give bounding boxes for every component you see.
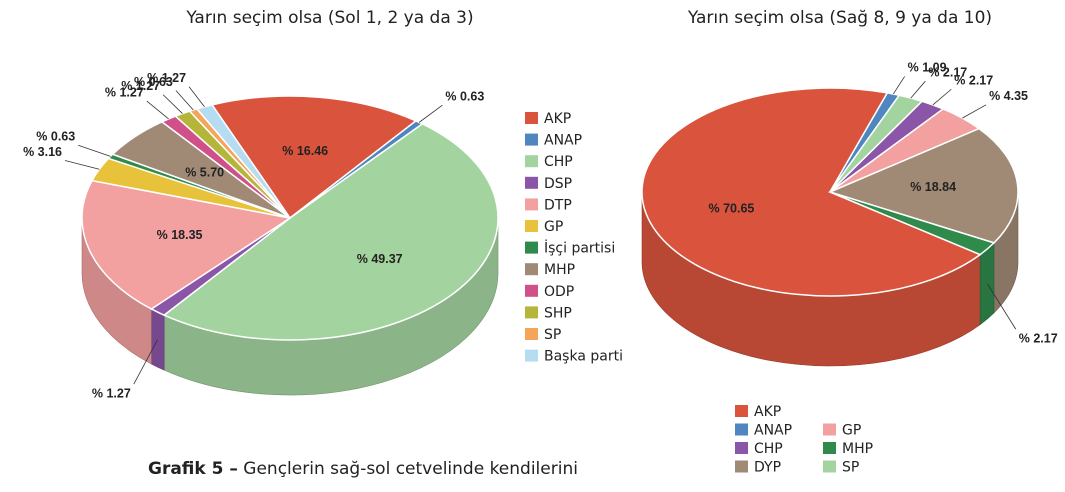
- legend-label: MHP: [842, 441, 873, 457]
- legend-label: SHP: [544, 305, 572, 321]
- pie-slice: [827, 127, 1019, 244]
- legend-label: ANAP: [754, 423, 792, 439]
- data-label: % 1.27: [92, 386, 131, 400]
- legend-swatch: [525, 263, 538, 276]
- pie-side: [151, 308, 165, 371]
- data-label: % 0.63: [36, 130, 75, 144]
- data-label: % 5.70: [185, 166, 224, 180]
- leader-line: [962, 104, 987, 119]
- legend-swatch: [823, 423, 836, 436]
- legend-label: CHP: [754, 441, 783, 457]
- data-label: % 0.63: [134, 75, 173, 89]
- pie-slice: [81, 179, 292, 310]
- data-label: % 2.17: [1019, 331, 1058, 345]
- leader-line: [418, 104, 443, 123]
- legend-swatch: [525, 198, 538, 211]
- leader-line: [188, 86, 205, 108]
- legend-swatch: [525, 220, 538, 232]
- caption-label: Grafik 5 –: [148, 459, 238, 479]
- pie-slice: [829, 191, 996, 256]
- data-label: % 16.46: [282, 144, 328, 158]
- legend-label: MHP: [544, 262, 575, 278]
- caption-text: Gençlerin sağ-sol cetvelinde kendilerini: [243, 459, 578, 479]
- legend-label: CHP: [544, 154, 573, 170]
- legend-swatch: [525, 241, 538, 254]
- legend-label: AKP: [544, 111, 571, 127]
- legend-swatch: [735, 405, 748, 417]
- legend-label: SP: [544, 327, 561, 343]
- legend-label: GP: [842, 423, 861, 439]
- leader-line: [146, 100, 169, 120]
- legend-label: SP: [842, 460, 859, 476]
- legend-swatch: [823, 460, 836, 473]
- legend-swatch: [525, 328, 538, 340]
- pie-side: [979, 242, 995, 326]
- legend-swatch: [823, 442, 836, 454]
- legend-label: ANAP: [544, 133, 582, 149]
- legend-swatch: [525, 155, 538, 168]
- leader-line: [892, 76, 905, 95]
- leader-line: [162, 94, 183, 114]
- legend-swatch: [525, 349, 538, 362]
- data-label: % 18.84: [910, 180, 956, 194]
- leader-line: [64, 160, 100, 170]
- pie-slice: [195, 104, 291, 219]
- legend-swatch: [525, 133, 538, 146]
- legend-swatch: [525, 284, 538, 297]
- pie-slice: [641, 87, 982, 297]
- legend-label: DYP: [754, 460, 781, 476]
- leader-line: [78, 144, 111, 157]
- data-label: % 70.65: [709, 202, 755, 216]
- legend-label: İşçi partisi: [544, 239, 615, 257]
- leader-line: [932, 88, 952, 106]
- legend-label: Başka parti: [544, 349, 623, 365]
- legend-label: DTP: [544, 197, 572, 213]
- leader-line: [987, 283, 1017, 330]
- leader-line: [175, 90, 194, 111]
- legend-swatch: [525, 306, 538, 319]
- data-label: % 3.16: [23, 145, 62, 159]
- data-label: % 1.09: [908, 61, 947, 75]
- chart-title: Yarın seçim olsa (Sağ 8, 9 ya da 10): [687, 8, 992, 28]
- chart-title: Yarın seçim olsa (Sol 1, 2 ya da 3): [185, 8, 473, 28]
- data-label: % 0.63: [445, 89, 484, 103]
- legend-swatch: [525, 112, 538, 124]
- data-label: % 1.27: [105, 85, 144, 99]
- legend-label: GP: [544, 219, 563, 235]
- legend-swatch: [735, 423, 748, 436]
- pie-slice: [210, 95, 418, 220]
- legend-swatch: [735, 442, 748, 454]
- caption: Grafik 5 – Gençlerin sağ-sol cetvelinde …: [148, 459, 578, 479]
- data-label: % 2.17: [928, 65, 967, 79]
- leader-line: [133, 339, 158, 385]
- legend-label: DSP: [544, 176, 572, 192]
- leader-line: [910, 80, 926, 99]
- data-label: % 18.35: [157, 228, 203, 242]
- data-label: % 4.35: [989, 89, 1028, 103]
- legend-swatch: [525, 176, 538, 189]
- data-label: % 1.27: [121, 79, 160, 93]
- pie-slice: [162, 123, 499, 341]
- data-label: % 2.17: [954, 74, 993, 88]
- data-label: % 49.37: [357, 252, 403, 266]
- legend-label: AKP: [754, 404, 781, 420]
- legend-swatch: [735, 460, 748, 473]
- data-label: % 1.27: [147, 71, 186, 85]
- legend-label: ODP: [544, 284, 574, 300]
